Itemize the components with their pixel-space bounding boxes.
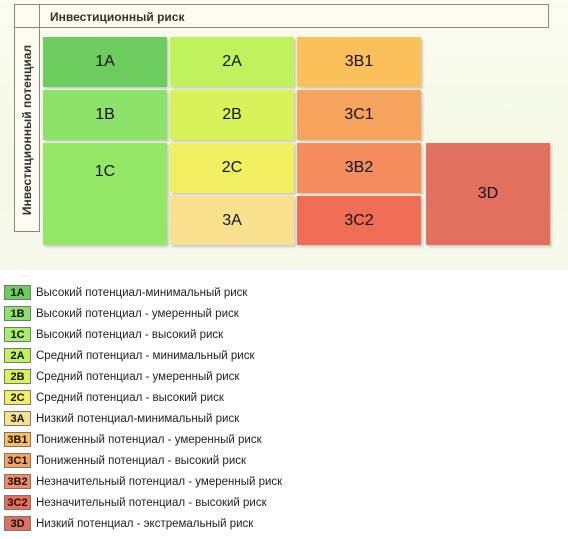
legend-swatch: 2B <box>4 369 31 384</box>
legend-label: Пониженный потенциал - умеренный риск <box>36 433 262 446</box>
legend-label: Незначительный потенциал - высокий риск <box>36 496 267 509</box>
matrix-cell-3c1: 3C1 <box>297 90 421 140</box>
matrix-cell-3b1: 3B1 <box>297 37 421 87</box>
legend-item: 2C Средний потенциал - высокий риск <box>4 389 224 406</box>
matrix-corner <box>14 4 40 28</box>
legend-swatch: 3B1 <box>4 432 31 447</box>
legend-swatch: 2C <box>4 390 31 405</box>
legend-swatch: 3C1 <box>4 453 31 468</box>
legend-label: Незначительный потенциал - умеренный рис… <box>36 475 283 488</box>
matrix-cell-1a: 1A <box>43 37 167 87</box>
matrix-cell-2b: 2B <box>170 90 294 140</box>
legend-label: Высокий потенциал - умеренный риск <box>36 307 239 320</box>
legend-item: 3C1 Пониженный потенциал - высокий риск <box>4 452 246 469</box>
matrix-cell-3a: 3A <box>170 196 294 245</box>
legend-swatch: 1A <box>4 285 31 300</box>
matrix-cell-3c2: 3C2 <box>297 196 421 245</box>
legend-item: 3B2 Незначительный потенциал - умеренный … <box>4 473 282 490</box>
investment-risk-label: Инвестиционный риск <box>50 10 185 24</box>
matrix-cell-2a: 2A <box>170 37 294 87</box>
legend-swatch: 3A <box>4 411 31 426</box>
legend-label: Средний потенциал - высокий риск <box>36 391 224 404</box>
legend-swatch: 3C2 <box>4 495 31 510</box>
legend-item: 2A Средний потенциал - минимальный риск <box>4 347 254 364</box>
legend-swatch: 2A <box>4 348 31 363</box>
legend-label: Высокий потенциал - высокий риск <box>36 328 224 341</box>
legend-label: Низкий потенциал-минимальный риск <box>36 412 240 425</box>
legend-swatch: 1C <box>4 327 31 342</box>
legend-label: Низкий потенциал - экстремальный риск <box>36 517 254 530</box>
risk-matrix-panel: Инвестиционный риск Инвестиционный потен… <box>0 0 568 270</box>
matrix-cell-1c: 1C <box>43 143 167 245</box>
legend-label: Высокий потенциал-минимальный риск <box>36 286 248 299</box>
legend-item: 3A Низкий потенциал-минимальный риск <box>4 410 239 427</box>
legend-item: 3B1 Пониженный потенциал - умеренный риск <box>4 431 262 448</box>
matrix-cell-1b: 1B <box>43 90 167 140</box>
matrix-cell-3b2: 3B2 <box>297 143 421 193</box>
matrix-cell-3d: 3D <box>426 143 550 245</box>
legend-label: Средний потенциал - умеренный риск <box>36 370 240 383</box>
investment-potential-label: Инвестиционный потенциал <box>20 44 34 215</box>
investment-potential-header: Инвестиционный потенциал <box>14 27 40 232</box>
legend-item: 3C2 Незначительный потенциал - высокий ри… <box>4 494 267 511</box>
legend-item: 2B Средний потенциал - умеренный риск <box>4 368 239 385</box>
legend-label: Пониженный потенциал - высокий риск <box>36 454 247 467</box>
legend-label: Средний потенциал - минимальный риск <box>36 349 255 362</box>
legend-swatch: 1B <box>4 306 31 321</box>
legend-swatch: 3B2 <box>4 474 31 489</box>
legend-item: 3D Низкий потенциал - экстремальный риск <box>4 515 253 532</box>
legend-item: 1B Высокий потенциал - умеренный риск <box>4 305 239 322</box>
legend-swatch: 3D <box>4 516 31 531</box>
matrix-cell-2c: 2C <box>170 143 294 193</box>
legend-item: 1A Высокий потенциал-минимальный риск <box>4 284 247 301</box>
legend-item: 1C Высокий потенциал - высокий риск <box>4 326 223 343</box>
investment-risk-header: Инвестиционный риск <box>39 4 549 28</box>
